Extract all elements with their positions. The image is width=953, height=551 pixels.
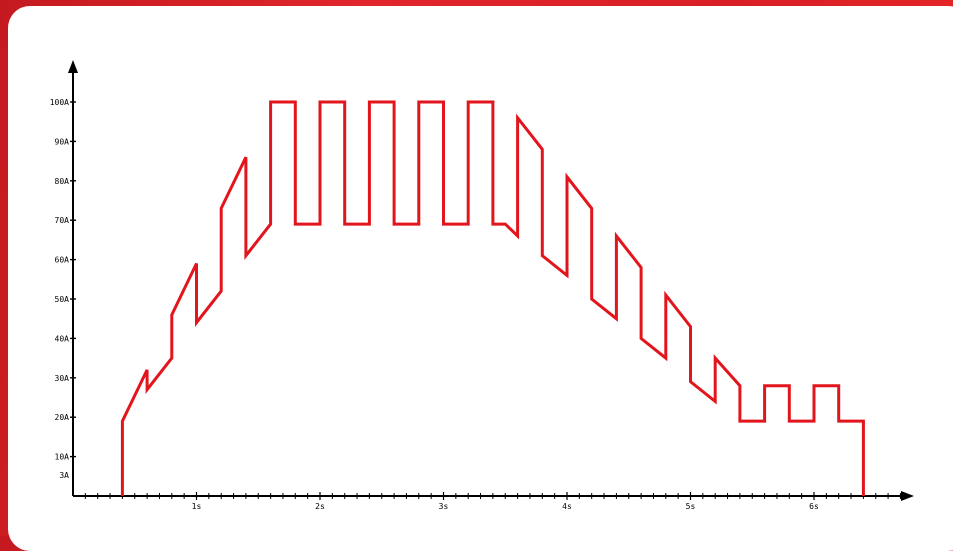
y-tick-label: 70A [55,216,70,225]
minor-ticks [84,493,901,499]
x-ticks: 1s 2s 3s 4s 5s 6s [192,492,819,511]
y-tick-label: 80A [55,177,70,186]
current-time-chart: 1s 2s 3s 4s 5s 6s 3A 10A 20A 30A 40A 50A 60A 70A 80A 9… [50,60,914,511]
x-tick-label: 3s [439,502,449,511]
y-tick-label: 20A [55,413,70,422]
y-tick-label: 3A [59,471,69,480]
y-tick-label: 30A [55,374,70,383]
y-tick-label: 90A [55,137,70,146]
y-axis-arrow [68,60,78,73]
x-tick-label: 5s [686,502,696,511]
x-axis-arrow [901,491,914,501]
x-tick-label: 6s [809,502,819,511]
chart-panel [8,6,953,551]
axes [68,60,914,501]
series [120,100,865,496]
y-tick-label: 50A [55,295,70,304]
series-line [120,100,865,496]
y-tick-label: 100A [50,98,69,107]
y-tick-label: 60A [55,256,70,265]
x-tick-label: 2s [315,502,325,511]
y-tick-label: 40A [55,334,70,343]
y-ticks: 3A 10A 20A 30A 40A 50A 60A 70A 80A 90A 100A [50,98,76,480]
x-tick-label: 4s [562,502,572,511]
y-tick-label: 10A [55,453,70,462]
x-tick-label: 1s [192,502,202,511]
